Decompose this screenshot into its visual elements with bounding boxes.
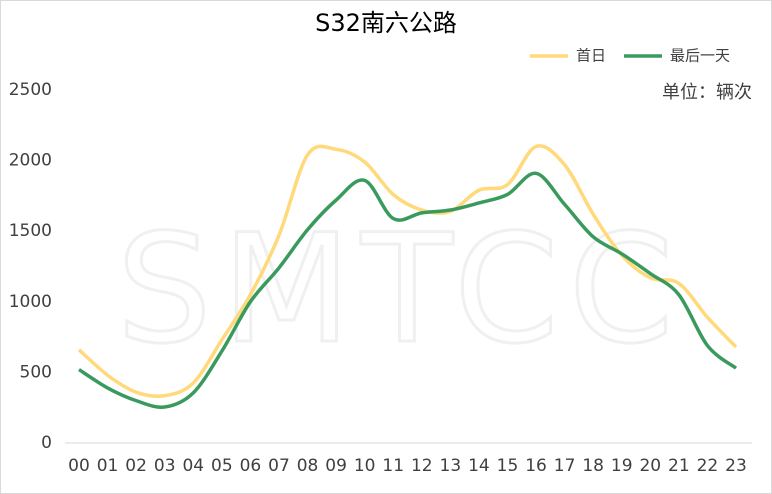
series-line bbox=[78, 171, 738, 409]
y-tick-label: 2500 bbox=[9, 80, 52, 100]
x-tick-label: 14 bbox=[468, 456, 490, 476]
x-tick-label: 15 bbox=[497, 456, 519, 476]
y-tick-label: 1500 bbox=[9, 221, 52, 241]
x-tick-label: 08 bbox=[297, 456, 319, 476]
x-tick-label: 10 bbox=[354, 456, 376, 476]
watermark: SMTCC bbox=[117, 203, 684, 377]
y-tick-label: 500 bbox=[20, 362, 52, 382]
x-tick-label: 18 bbox=[582, 456, 604, 476]
x-tick-label: 12 bbox=[411, 456, 433, 476]
x-tick-label: 21 bbox=[668, 456, 690, 476]
chart-title: S32南六公路 bbox=[315, 9, 457, 37]
x-tick-label: 09 bbox=[325, 456, 347, 476]
unit-label: 单位：辆次 bbox=[662, 82, 752, 103]
x-tick-label: 03 bbox=[154, 456, 176, 476]
x-tick-label: 06 bbox=[240, 456, 262, 476]
x-tick-label: 20 bbox=[639, 456, 661, 476]
x-tick-label: 19 bbox=[611, 456, 633, 476]
legend-label: 首日 bbox=[576, 47, 606, 65]
x-tick-label: 00 bbox=[68, 456, 90, 476]
x-tick-label: 22 bbox=[697, 456, 719, 476]
x-tick-label: 07 bbox=[268, 456, 290, 476]
x-tick-label: 17 bbox=[554, 456, 576, 476]
x-tick-label: 04 bbox=[182, 456, 204, 476]
x-tick-label: 13 bbox=[440, 456, 462, 476]
y-tick-label: 1000 bbox=[9, 292, 52, 312]
y-tick-label: 0 bbox=[41, 433, 52, 453]
x-tick-label: 05 bbox=[211, 456, 233, 476]
x-tick-label: 16 bbox=[525, 456, 547, 476]
legend-label: 最后一天 bbox=[670, 47, 730, 65]
y-tick-label: 2000 bbox=[9, 151, 52, 171]
x-tick-label: 23 bbox=[725, 456, 747, 476]
x-tick-label: 01 bbox=[97, 456, 119, 476]
x-tick-label: 02 bbox=[125, 456, 147, 476]
x-tick-label: 11 bbox=[382, 456, 404, 476]
